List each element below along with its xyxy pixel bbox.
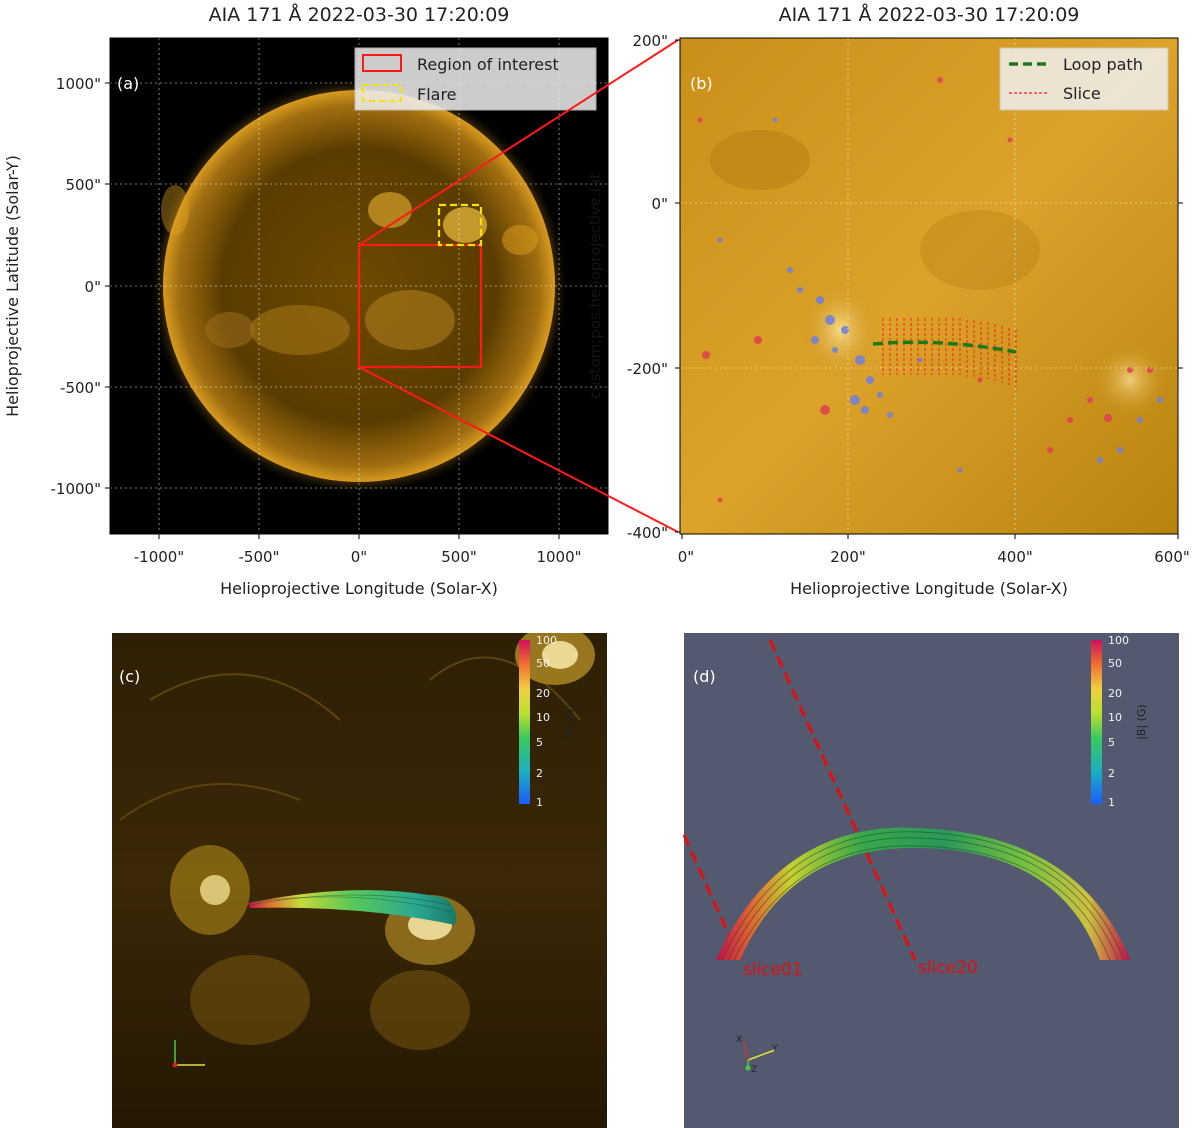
y-tick: -400"	[627, 524, 668, 542]
slice-lines	[882, 318, 1017, 387]
colorbar-tick: 2	[536, 767, 543, 780]
panel-a-title: AIA 171 Å 2022-03-30 17:20:09	[209, 3, 510, 26]
panel-b-legend: Loop path Slice	[999, 47, 1169, 111]
x-tick: 200"	[830, 548, 866, 566]
axis-x-label: X	[179, 1057, 185, 1067]
panel-b-title: AIA 171 Å 2022-03-30 17:20:09	[779, 3, 1080, 26]
panel-c-content: Z X Y	[119, 633, 595, 1068]
y-tick: 0"	[85, 278, 101, 296]
field-loop-c	[248, 890, 457, 925]
x-tick: 500"	[441, 548, 477, 566]
x-tick: 0"	[351, 548, 367, 566]
slice01-label: slice01	[743, 960, 803, 980]
y-tick: -500"	[60, 379, 101, 397]
colorbar-tick: 50	[1108, 657, 1122, 670]
panel-d-label: (d)	[693, 667, 716, 686]
colorbar-c: 100 50 20 10 5 2 1 |B| (G)	[519, 634, 576, 809]
panel-d: (d) slice01 slice20 X Y Z 100 50 20 1	[682, 633, 1179, 1128]
axis-z-label: Z	[751, 1065, 757, 1075]
panel-b-y-ticks: 200" 0" -200" -400"	[627, 32, 1183, 542]
panel-b: AIA 171 Å 2022-03-30 17:20:09	[586, 3, 1190, 598]
panel-b-overlay-axis-label: custom:pos.helioprojective.lat	[586, 173, 604, 399]
colorbar-tick: 10	[536, 711, 550, 724]
panel-c: Z X Y (c) 100 50 20 10 5 2 1 |B| (G)	[112, 633, 607, 1128]
y-tick: -200"	[627, 360, 668, 378]
colorbar-tick: 20	[1108, 687, 1122, 700]
panel-a-x-ticks: -1000" -500" 0" 500" 1000"	[134, 534, 582, 566]
panel-a-y-ticks: 1000" 500" 0" -500" -1000"	[51, 75, 110, 498]
colorbar-tick: 100	[536, 634, 557, 647]
x-tick: 1000"	[536, 548, 581, 566]
colorbar-tick: 5	[1108, 736, 1115, 749]
panel-b-label: (b)	[690, 74, 713, 93]
colorbar-tick: 1	[536, 796, 543, 809]
colorbar-tick: 2	[1108, 767, 1115, 780]
colorbar-tick: 5	[536, 736, 543, 749]
axis-x-label: X	[736, 1035, 742, 1045]
slice20-label: slice20	[918, 958, 978, 978]
panel-a-legend: Region of interest Flare	[354, 47, 597, 111]
y-tick: 200"	[632, 32, 668, 50]
colorbar-tick: 20	[536, 687, 550, 700]
x-tick: -500"	[239, 548, 280, 566]
colorbar-tick: 10	[1108, 711, 1122, 724]
negative-polarity-dots	[717, 117, 1163, 473]
y-tick: 0"	[652, 195, 668, 213]
x-tick: 400"	[997, 548, 1033, 566]
colorbar-tick: 1	[1108, 796, 1115, 809]
panel-b-content	[680, 38, 1178, 534]
panel-a-label: (a)	[117, 74, 139, 93]
colorbar-d: 100 50 20 10 5 2 1 |B| (G)	[1091, 634, 1148, 809]
axis-triad-c: Z X Y	[172, 1033, 206, 1068]
axis-y-label: Y	[199, 1057, 206, 1067]
colorbar-tick: 100	[1108, 634, 1129, 647]
panel-d-background	[684, 633, 1179, 1128]
axis-z-label: Z	[177, 1033, 183, 1043]
sun-disk	[110, 38, 608, 534]
region-of-interest-box	[357, 243, 483, 369]
flare-box	[437, 203, 483, 247]
panel-b-image	[680, 38, 1178, 534]
y-tick: 500"	[65, 176, 101, 194]
legend-roi-label: Region of interest	[417, 55, 559, 74]
x-tick: 600"	[1154, 548, 1190, 566]
legend-flare-label: Flare	[417, 85, 457, 104]
panel-a-xlabel: Helioprojective Longitude (Solar-X)	[220, 579, 498, 598]
y-tick: -1000"	[51, 480, 102, 498]
y-tick: 1000"	[56, 75, 101, 93]
x-tick: 0"	[678, 548, 694, 566]
x-tick: -1000"	[134, 548, 185, 566]
panel-b-x-ticks: 0" 200" 400" 600"	[678, 534, 1190, 566]
positive-polarity-dots	[697, 77, 1153, 503]
slice20-line	[768, 639, 917, 961]
colorbar-d-label: |B| (G)	[1135, 704, 1148, 740]
colorbar-tick: 50	[536, 657, 550, 670]
legend-slice-label: Slice	[1063, 84, 1101, 103]
panel-a-ylabel: Helioprojective Latitude (Solar-Y)	[3, 155, 22, 417]
axis-y-label: Y	[771, 1044, 778, 1054]
colorbar-c-label: |B| (G)	[563, 704, 576, 740]
panel-b-xlabel: Helioprojective Longitude (Solar-X)	[790, 579, 1068, 598]
loop-path	[872, 340, 1017, 354]
zoom-connectors	[358, 39, 679, 533]
panel-a: AIA 171 Å 2022-03-30 17:20:09	[3, 3, 609, 598]
field-loop-d	[716, 827, 1130, 961]
axis-triad-d: X Y Z	[736, 1035, 778, 1075]
legend-loop-label: Loop path	[1063, 55, 1143, 74]
panel-c-label: (c)	[119, 667, 140, 686]
